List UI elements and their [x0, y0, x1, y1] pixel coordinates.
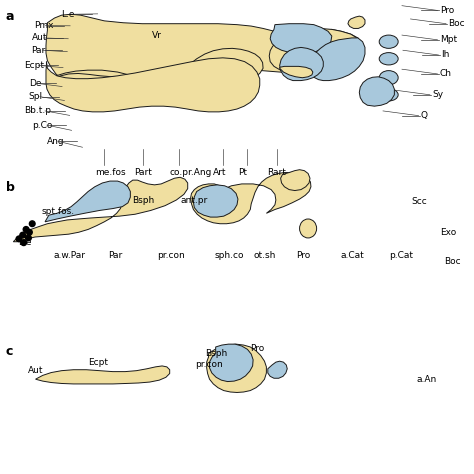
Text: Q: Q [421, 111, 428, 120]
Polygon shape [281, 170, 310, 191]
Text: me.fos: me.fos [95, 168, 126, 177]
Polygon shape [348, 16, 365, 28]
Polygon shape [359, 77, 394, 106]
Text: De: De [29, 79, 42, 88]
Text: Pro: Pro [250, 345, 264, 353]
Text: Pro: Pro [440, 6, 454, 15]
Polygon shape [193, 185, 238, 217]
Text: co.pr.Ang: co.pr.Ang [170, 168, 212, 177]
Text: p.Cat: p.Cat [389, 251, 413, 259]
Text: c: c [6, 345, 13, 358]
Text: a: a [6, 10, 14, 23]
Text: Bsph: Bsph [132, 196, 154, 204]
Text: Ch: Ch [440, 70, 452, 78]
Text: Spl: Spl [28, 92, 43, 101]
Text: Ang: Ang [46, 137, 64, 146]
Text: Vr: Vr [152, 31, 162, 39]
Polygon shape [310, 38, 365, 81]
Text: L.e: L.e [18, 238, 31, 247]
Text: Sy: Sy [432, 91, 443, 99]
Polygon shape [13, 177, 188, 242]
Text: pr.con: pr.con [195, 360, 223, 368]
Circle shape [16, 236, 22, 242]
Text: p.Co: p.Co [32, 121, 53, 129]
Text: spt.fos.: spt.fos. [42, 207, 75, 216]
Text: Scc: Scc [411, 198, 427, 206]
Text: Par: Par [31, 46, 46, 55]
Ellipse shape [379, 35, 398, 48]
Polygon shape [268, 361, 287, 378]
Text: Exo: Exo [440, 228, 456, 237]
Circle shape [21, 240, 27, 246]
Polygon shape [36, 366, 170, 384]
Polygon shape [280, 66, 313, 78]
Circle shape [26, 235, 31, 241]
Polygon shape [47, 48, 263, 87]
Polygon shape [46, 14, 360, 92]
Polygon shape [45, 181, 130, 222]
Text: Part: Part [134, 168, 152, 177]
Text: Bb.t.p: Bb.t.p [24, 107, 51, 115]
Text: Aut: Aut [32, 34, 48, 42]
Text: Pt: Pt [238, 168, 247, 177]
Polygon shape [207, 344, 266, 392]
Text: Ih: Ih [441, 51, 449, 59]
Circle shape [23, 227, 29, 232]
Text: pr.con: pr.con [157, 251, 185, 259]
Text: Pmx: Pmx [34, 21, 54, 30]
Text: Bsph: Bsph [205, 349, 227, 358]
Polygon shape [269, 28, 361, 74]
Circle shape [27, 229, 32, 235]
Text: a.w.Par: a.w.Par [53, 251, 85, 259]
Text: Mpt: Mpt [440, 36, 457, 44]
Text: a.An: a.An [416, 375, 437, 383]
Text: Boc: Boc [445, 257, 461, 266]
Ellipse shape [379, 71, 398, 85]
Text: Rart: Rart [267, 168, 286, 177]
Polygon shape [191, 173, 311, 224]
Text: Ecpt: Ecpt [88, 358, 108, 366]
Text: Art: Art [213, 168, 227, 177]
Ellipse shape [379, 89, 398, 101]
Polygon shape [61, 183, 80, 202]
Text: L.e: L.e [62, 10, 75, 18]
Text: Ecpt: Ecpt [24, 61, 44, 70]
Polygon shape [210, 344, 253, 382]
Text: ant.pr: ant.pr [180, 196, 207, 204]
Ellipse shape [379, 53, 398, 65]
Polygon shape [280, 47, 323, 81]
Polygon shape [46, 58, 260, 112]
Text: ot.sh: ot.sh [253, 251, 275, 259]
Text: a.Cat: a.Cat [340, 251, 364, 259]
Text: Pro: Pro [296, 251, 310, 259]
Text: Aut: Aut [27, 366, 43, 375]
Text: sph.co: sph.co [214, 251, 244, 259]
Text: Boc: Boc [448, 19, 465, 28]
Text: Par: Par [108, 251, 122, 259]
Text: b: b [6, 181, 15, 194]
Polygon shape [270, 24, 332, 53]
Ellipse shape [300, 219, 317, 238]
Circle shape [29, 221, 35, 227]
Circle shape [20, 232, 26, 238]
